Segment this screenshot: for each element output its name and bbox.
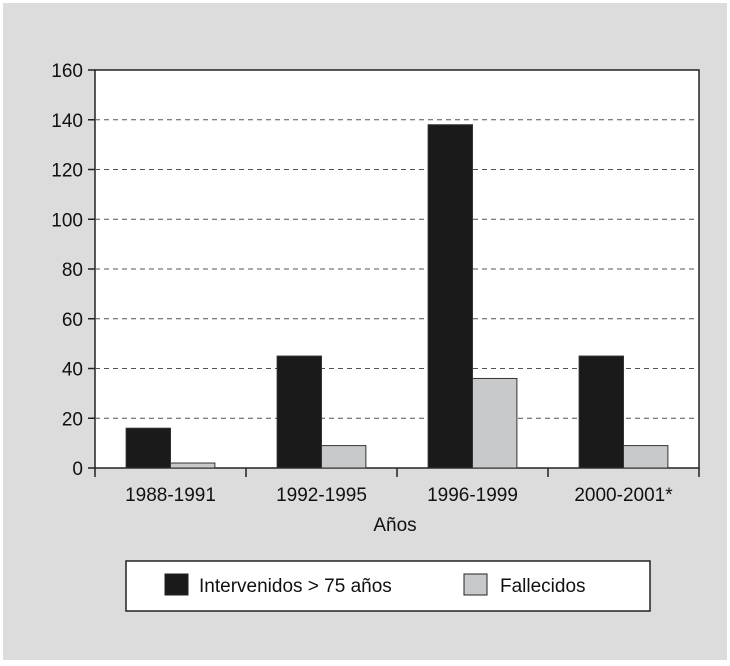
x-axis-title: Años [373,515,416,536]
bar-intervenidos [276,355,322,469]
bars [125,124,669,469]
x-tick-label: 2000-2001* [574,485,673,506]
bar-intervenidos [578,355,625,469]
grid-lines [95,119,699,419]
chart-figure: 0 20 40 60 80 100 120 140 160 1988-1991 1992-1995… [3,3,727,660]
legend: Intervenidos > 75 años Fallecidos [125,560,651,612]
y-tick-label: 40 [62,360,83,381]
bar-intervenidos [125,427,172,469]
bar-intervenidos [427,124,473,469]
legend-label-intervenidos: Intervenidos > 75 años [199,576,392,597]
y-tick-label: 0 [72,459,83,480]
y-tick-label: 100 [51,210,83,231]
bar-fallecidos [623,445,669,469]
legend-label-fallecidos: Fallecidos [500,576,586,597]
bar-fallecidos [321,445,367,469]
legend-box [125,560,651,612]
x-tick-label: 1988-1991 [125,485,216,506]
legend-swatch-fallecidos [463,573,488,596]
x-tick-label: 1996-1999 [427,485,518,506]
legend-swatch-intervenidos [164,573,189,596]
bar-fallecidos [170,462,216,469]
y-tick-label: 60 [62,310,83,331]
y-tick-label: 80 [62,260,83,281]
x-tick-label: 1992-1995 [276,485,367,506]
y-tick-label: 20 [62,409,83,430]
bar-chart: 0 20 40 60 80 100 120 140 160 1988-1991 1992-1995… [51,61,700,612]
y-tick-label: 140 [51,111,83,132]
bar-fallecidos [472,377,518,469]
x-axis-ticks: 1988-1991 1992-1995 1996-1999 2000-2001* [94,468,700,506]
y-tick-label: 120 [51,161,83,182]
y-tick-label: 160 [51,61,83,82]
y-axis-ticks: 0 20 40 60 80 100 120 140 160 [51,61,95,480]
